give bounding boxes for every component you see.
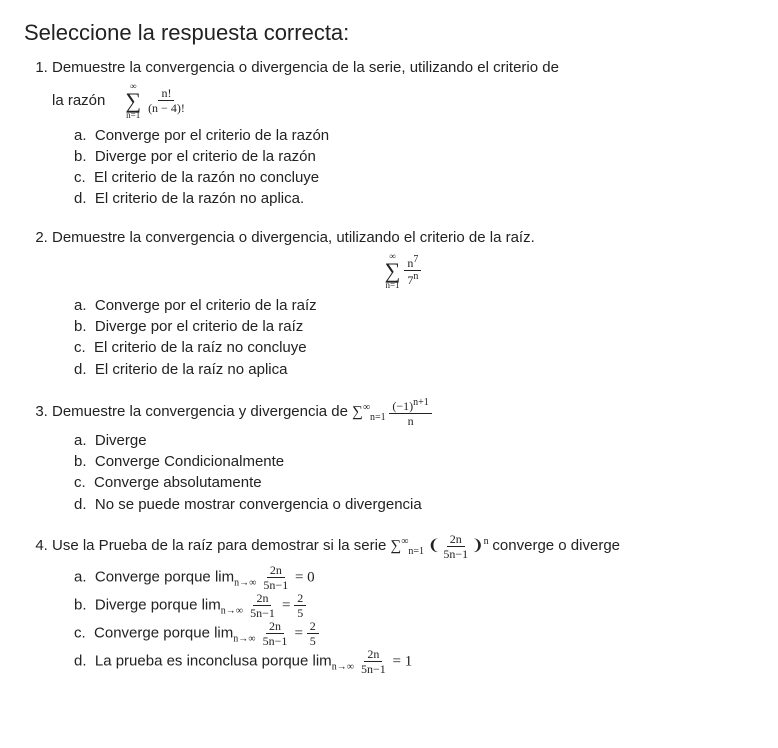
q4-option-b: b. Diverge porque limn→∞ 2n5n−1 = 25 [74, 592, 754, 619]
question-1: Demuestre la convergencia o divergencia … [52, 58, 754, 210]
q2-option-a: a. Converge por el criterio de la raíz [74, 296, 754, 316]
question-3: Demuestre la convergencia y divergencia … [52, 398, 754, 515]
q1-option-c: c. El criterio de la razón no concluye [74, 168, 754, 188]
q1-formula: ∞ ∑ n=1 n! (n − 4)! [125, 82, 187, 120]
question-2: Demuestre la convergencia o divergencia,… [52, 228, 754, 380]
q3-prompt: Demuestre la convergencia y divergencia … [52, 398, 754, 427]
q3-option-b: b. Converge Condicionalmente [74, 452, 754, 472]
page-title: Seleccione la respuesta correcta: [24, 18, 754, 48]
question-4: Use la Prueba de la raíz para demostrar … [52, 533, 754, 675]
q3-option-d: d. No se puede mostrar convergencia o di… [74, 495, 754, 515]
q2-option-b: b. Diverge por el criterio de la raíz [74, 317, 754, 337]
q1-option-b: b. Diverge por el criterio de la razón [74, 147, 754, 167]
q2-option-d: d. El criterio de la raíz no aplica [74, 360, 754, 380]
q2-prompt: Demuestre la convergencia o divergencia,… [52, 228, 754, 248]
q4-option-c: c. Converge porque limn→∞ 2n5n−1 = 25 [74, 620, 754, 647]
q3-option-a: a. Diverge [74, 431, 754, 451]
q1-razon-label: la razón [52, 91, 105, 111]
q4-option-a: a. Converge porque limn→∞ 2n5n−1 = 0 [74, 564, 754, 591]
q1-option-a: a. Converge por el criterio de la razón [74, 126, 754, 146]
q2-option-c: c. El criterio de la raíz no concluye [74, 338, 754, 358]
q4-prompt: Use la Prueba de la raíz para demostrar … [52, 533, 754, 560]
q3-option-c: c. Converge absolutamente [74, 473, 754, 493]
q1-prompt-line1: Demuestre la convergencia o divergencia … [52, 58, 754, 78]
question-list: Demuestre la convergencia o divergencia … [24, 58, 754, 675]
q4-option-d: d. La prueba es inconclusa porque limn→∞… [74, 648, 754, 675]
q2-formula: ∞ ∑ n=1 n7 7n [385, 252, 422, 290]
q1-option-d: d. El criterio de la razón no aplica. [74, 189, 754, 209]
